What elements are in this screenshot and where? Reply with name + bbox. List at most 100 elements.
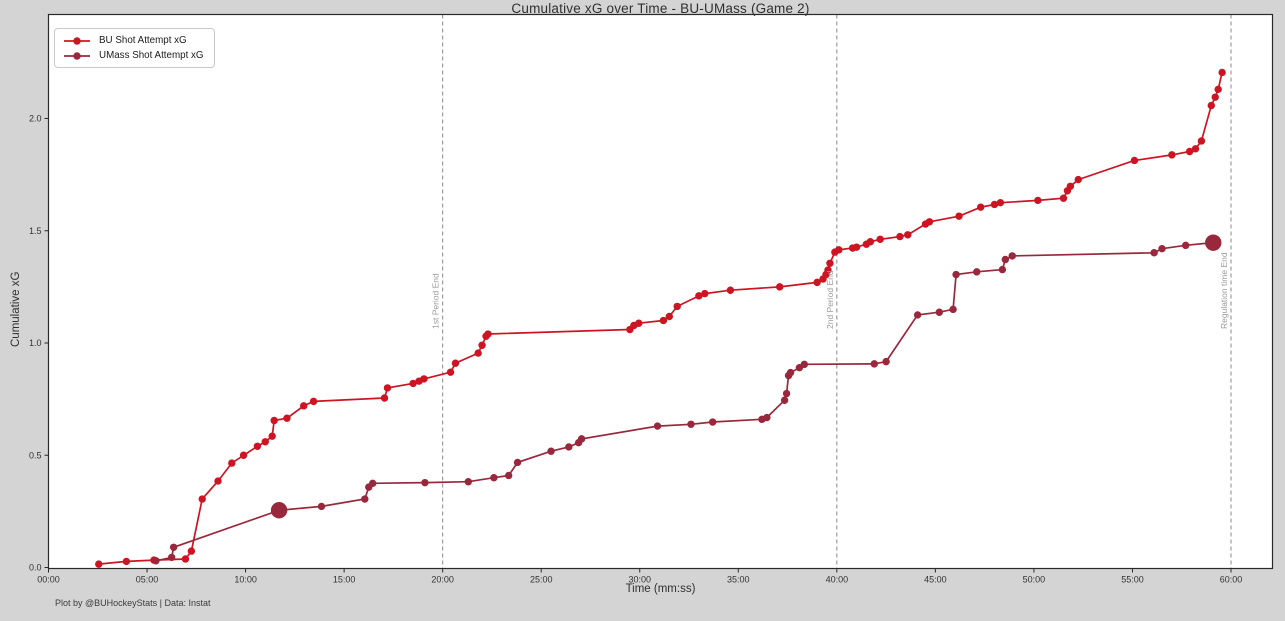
shot-point — [383, 384, 392, 392]
axes-border — [47, 13, 1274, 570]
shot-point — [446, 368, 455, 376]
shot-point — [673, 302, 681, 311]
x-tick-label: 35:00 — [727, 575, 750, 585]
goal-point — [270, 502, 288, 519]
shot-point — [261, 438, 269, 446]
shot-point — [876, 235, 884, 243]
legend-item-umass: UMass Shot Attempt xG — [63, 50, 204, 61]
shot-point — [577, 435, 586, 443]
shot-point — [896, 232, 904, 241]
shot-point — [474, 349, 482, 357]
shot-point — [955, 212, 963, 220]
shot-point — [1059, 194, 1068, 202]
x-tick-label: 05:00 — [136, 575, 159, 585]
shot-point — [687, 420, 695, 428]
period-end-label: 2nd Period End — [825, 270, 835, 329]
shot-point — [513, 458, 522, 467]
shot-point — [1130, 156, 1139, 165]
shot-point — [409, 379, 417, 388]
shot-point — [317, 502, 326, 511]
y-tick-label: 0.0 — [29, 563, 42, 573]
shot-point — [464, 478, 472, 486]
shot-point — [952, 270, 960, 279]
shot-point — [998, 265, 1007, 274]
shot-point — [866, 238, 875, 246]
shot-point — [169, 543, 178, 551]
shot-point — [451, 359, 460, 367]
shot-point — [484, 330, 492, 338]
shot-point — [1181, 241, 1190, 250]
x-tick-label: 50:00 — [1023, 575, 1046, 585]
plot-area — [48, 14, 1273, 569]
chart-title: Cumulative xG over Time - BU-UMass (Game… — [511, 1, 810, 16]
shot-point — [1214, 85, 1222, 94]
shot-point — [1008, 252, 1016, 260]
shot-point — [420, 375, 428, 383]
x-tick-label: 55:00 — [1121, 575, 1144, 585]
shot-point — [1001, 255, 1010, 264]
shot-point — [187, 547, 196, 555]
shot-point — [665, 312, 674, 321]
shot-point — [826, 259, 834, 268]
shot-point — [780, 396, 789, 404]
shot-point — [95, 560, 103, 568]
umass-line-marker-icon — [64, 51, 90, 60]
shot-point — [1207, 101, 1215, 110]
period-end-label: 1st Period End — [431, 273, 441, 329]
shot-point — [913, 311, 922, 319]
shot-point — [268, 432, 276, 440]
x-tick-label: 15:00 — [333, 575, 356, 585]
legend-item-bu: BU Shot Attempt xG — [63, 35, 204, 46]
shot-point — [824, 266, 832, 274]
bu-line-marker-icon — [64, 36, 90, 45]
shot-point — [1197, 137, 1206, 145]
shot-point — [1158, 245, 1166, 253]
shot-point — [283, 414, 291, 422]
shot-point — [782, 389, 791, 398]
shot-point — [763, 413, 771, 422]
legend-label-umass: UMass Shot Attempt xG — [99, 50, 204, 61]
x-tick-label: 45:00 — [924, 575, 947, 585]
shot-point — [726, 286, 735, 294]
shot-point — [239, 451, 248, 459]
shot-point — [775, 283, 784, 291]
shot-point — [882, 357, 890, 366]
shot-point — [1034, 196, 1042, 205]
shot-point — [1150, 249, 1158, 257]
x-tick-label: 00:00 — [37, 575, 60, 585]
shot-point — [835, 246, 843, 254]
y-axis-label: Cumulative xG — [10, 271, 22, 347]
legend: BU Shot Attempt xG UMass Shot Attempt xG — [54, 28, 215, 68]
shot-point — [300, 402, 308, 410]
shot-point — [786, 368, 795, 377]
period-end-label: Regulation time End — [1219, 252, 1229, 329]
y-tick-label: 1.5 — [29, 226, 42, 236]
x-tick-label: 60:00 — [1220, 575, 1243, 585]
shot-point — [309, 397, 318, 406]
shot-point — [904, 231, 912, 239]
shot-point — [228, 459, 236, 467]
shot-point — [949, 305, 957, 314]
shot-point — [990, 200, 999, 209]
shot-point — [653, 422, 662, 430]
shot-point — [270, 416, 278, 425]
x-tick-label: 40:00 — [826, 575, 849, 585]
goal-point — [1205, 234, 1222, 251]
y-tick-label: 1.0 — [29, 338, 42, 348]
shot-point — [478, 341, 486, 349]
shot-point — [708, 418, 717, 426]
shot-point — [695, 292, 703, 300]
shot-point — [152, 557, 160, 565]
shot-point — [253, 442, 262, 450]
shot-point — [659, 316, 668, 325]
shot-point — [973, 268, 981, 276]
x-tick-label: 30:00 — [628, 575, 651, 585]
shot-point — [935, 308, 944, 316]
shot-point — [1211, 93, 1219, 101]
shot-point — [800, 360, 809, 369]
shot-point — [547, 447, 555, 455]
shot-point — [1168, 151, 1176, 159]
shot-point — [996, 198, 1005, 207]
